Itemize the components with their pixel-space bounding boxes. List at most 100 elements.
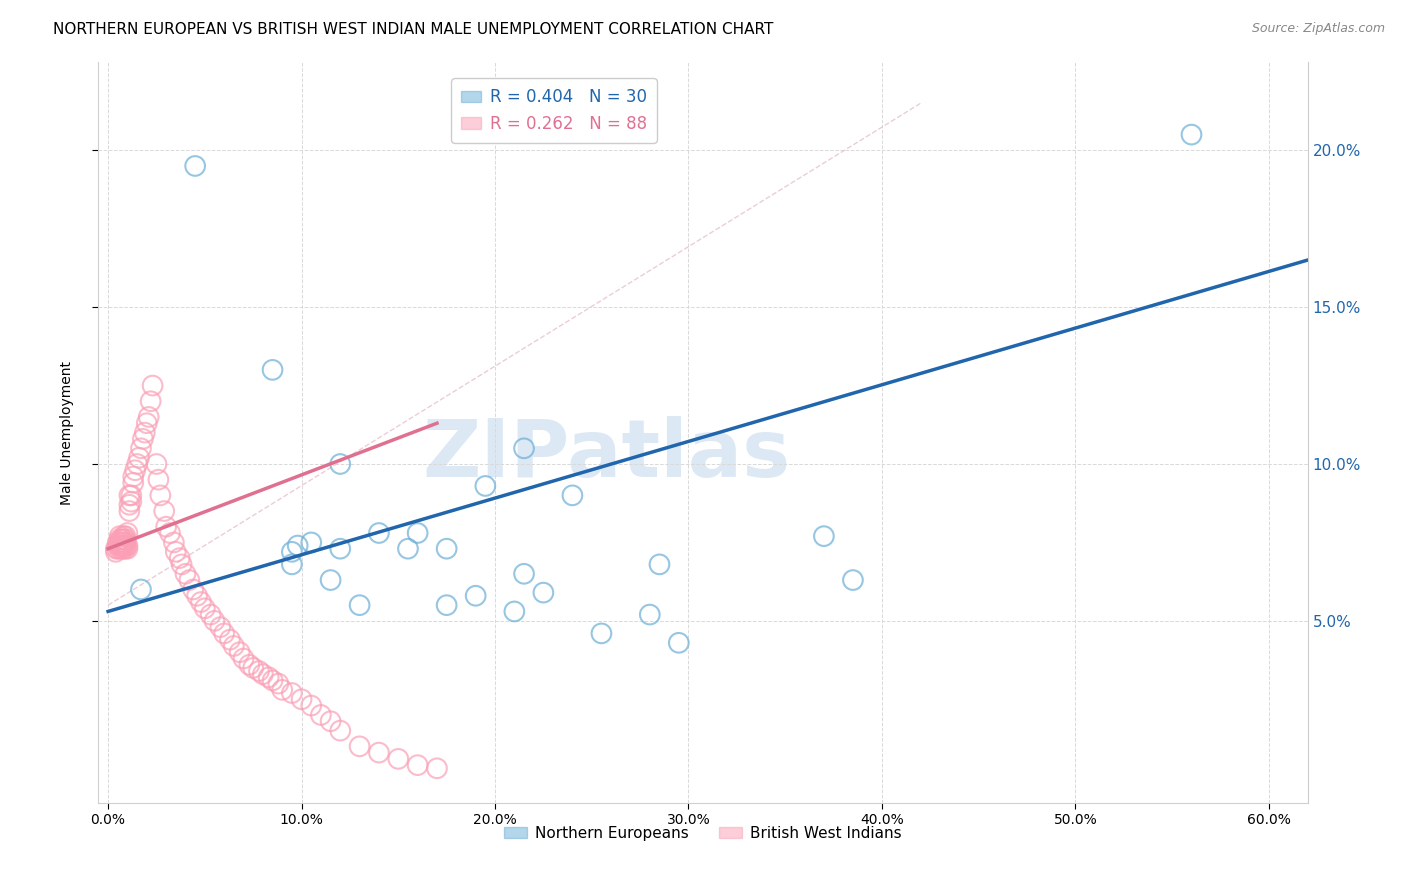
Point — [299, 535, 322, 549]
Point — [153, 504, 176, 518]
Point — [406, 526, 429, 541]
Point — [396, 541, 419, 556]
Point — [591, 626, 613, 640]
Point — [134, 425, 156, 440]
Point — [159, 526, 181, 541]
Point — [813, 529, 835, 543]
Point — [112, 529, 135, 543]
Point — [426, 761, 449, 775]
Point — [114, 541, 136, 556]
Point — [142, 378, 165, 392]
Point — [319, 714, 342, 729]
Point — [513, 442, 536, 456]
Point — [368, 746, 391, 760]
Point — [238, 657, 260, 672]
Point — [436, 541, 458, 556]
Point — [1180, 128, 1202, 142]
Point — [406, 758, 429, 772]
Point — [228, 645, 250, 659]
Point — [111, 533, 134, 547]
Point — [319, 573, 342, 587]
Point — [111, 541, 134, 556]
Point — [181, 582, 204, 597]
Point — [114, 535, 136, 549]
Legend: Northern Europeans, British West Indians: Northern Europeans, British West Indians — [498, 820, 908, 847]
Point — [349, 739, 371, 754]
Point — [127, 457, 149, 471]
Point — [112, 535, 135, 549]
Point — [120, 494, 142, 508]
Point — [281, 558, 304, 572]
Point — [163, 535, 186, 549]
Point — [112, 541, 135, 556]
Point — [299, 698, 322, 713]
Point — [108, 529, 131, 543]
Point — [114, 533, 136, 547]
Point — [108, 533, 131, 547]
Point — [117, 526, 139, 541]
Text: Source: ZipAtlas.com: Source: ZipAtlas.com — [1251, 22, 1385, 36]
Point — [281, 686, 304, 700]
Point — [436, 598, 458, 612]
Point — [329, 541, 352, 556]
Point — [513, 566, 536, 581]
Point — [120, 488, 142, 502]
Point — [349, 598, 371, 612]
Point — [247, 664, 270, 678]
Y-axis label: Male Unemployment: Male Unemployment — [60, 360, 75, 505]
Point — [186, 589, 208, 603]
Point — [252, 667, 274, 681]
Point — [638, 607, 661, 622]
Point — [155, 520, 177, 534]
Point — [165, 545, 187, 559]
Point — [309, 708, 332, 723]
Point — [531, 585, 554, 599]
Point — [842, 573, 865, 587]
Point — [242, 661, 264, 675]
Point — [464, 589, 486, 603]
Point — [287, 539, 309, 553]
Point — [139, 394, 162, 409]
Point — [184, 159, 207, 173]
Point — [368, 526, 391, 541]
Text: NORTHERN EUROPEAN VS BRITISH WEST INDIAN MALE UNEMPLOYMENT CORRELATION CHART: NORTHERN EUROPEAN VS BRITISH WEST INDIAN… — [53, 22, 773, 37]
Point — [329, 723, 352, 738]
Point — [117, 541, 139, 556]
Point — [212, 626, 235, 640]
Point — [104, 545, 127, 559]
Point — [474, 479, 496, 493]
Point — [104, 541, 127, 556]
Point — [257, 670, 280, 684]
Point — [129, 582, 152, 597]
Point — [132, 432, 155, 446]
Point — [169, 551, 191, 566]
Point — [219, 632, 242, 647]
Point — [200, 607, 222, 622]
Point — [117, 539, 139, 553]
Point — [128, 450, 150, 465]
Point — [108, 535, 131, 549]
Point — [329, 457, 352, 471]
Point — [124, 463, 146, 477]
Point — [118, 504, 141, 518]
Point — [114, 529, 136, 543]
Point — [179, 573, 201, 587]
Point — [170, 558, 193, 572]
Point — [290, 692, 312, 706]
Point — [190, 595, 212, 609]
Point — [145, 457, 167, 471]
Point — [138, 409, 160, 424]
Point — [112, 533, 135, 547]
Point — [262, 673, 284, 688]
Point — [129, 442, 152, 456]
Point — [204, 614, 226, 628]
Point — [232, 651, 254, 665]
Point — [194, 601, 217, 615]
Point — [174, 566, 197, 581]
Point — [111, 539, 134, 553]
Point — [281, 545, 304, 559]
Point — [267, 676, 290, 690]
Point — [135, 416, 157, 430]
Point — [648, 558, 671, 572]
Point — [114, 539, 136, 553]
